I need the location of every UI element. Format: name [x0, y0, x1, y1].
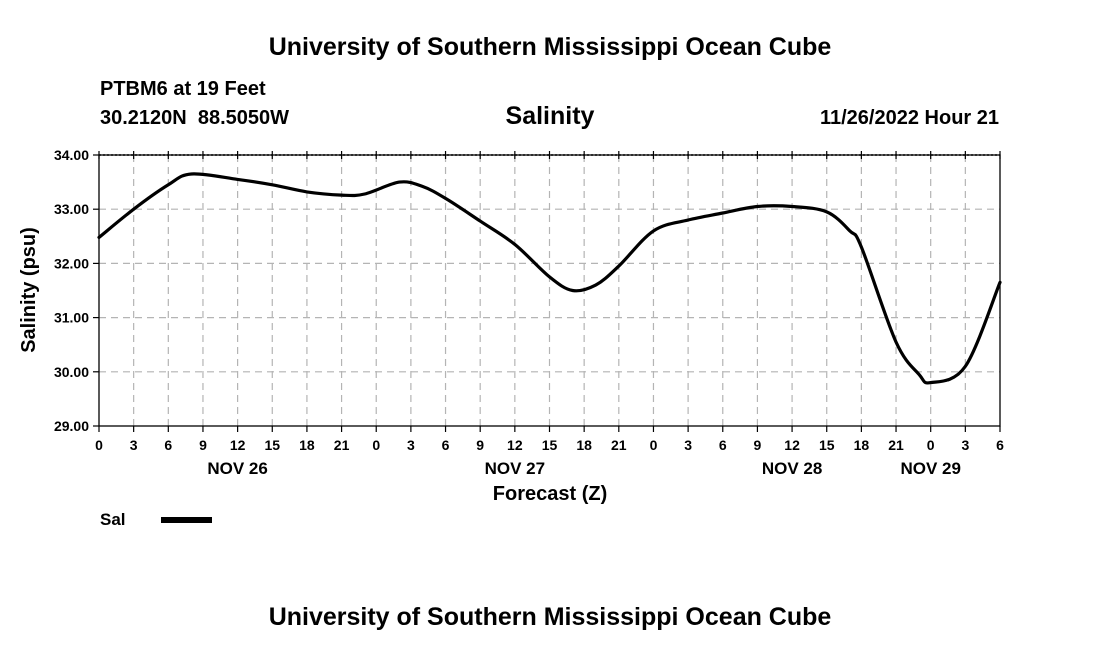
x-tick-label: 12	[230, 437, 246, 453]
x-axis-ticks: 0 3 6 9 12 15 18 21 0 3 6 9 12 15 18 21 0 3 6 9 12 15 18 21 0 3 6	[95, 151, 1004, 453]
grid	[99, 155, 1000, 426]
x-day-label: NOV 28	[762, 459, 822, 478]
plot-area-frame	[98, 154, 1001, 427]
y-axis-label: Salinity (psu)	[18, 227, 40, 353]
chart-subtitle: Salinity	[506, 102, 595, 130]
x-axis-label: Forecast (Z)	[493, 483, 607, 505]
x-tick-label: 0	[372, 437, 380, 453]
station-label: PTBM6 at 19 Feet	[100, 78, 266, 100]
x-tick-label: 3	[684, 437, 692, 453]
x-tick-label: 18	[854, 437, 870, 453]
y-tick-label: 33.00	[54, 201, 89, 217]
x-tick-label: 0	[650, 437, 658, 453]
x-day-label: NOV 29	[900, 459, 960, 478]
x-tick-label: 6	[164, 437, 172, 453]
x-tick-label: 15	[819, 437, 835, 453]
x-tick-label: 3	[130, 437, 138, 453]
x-day-label: NOV 26	[207, 459, 267, 478]
x-tick-label: 3	[407, 437, 415, 453]
x-tick-label: 21	[334, 437, 350, 453]
x-tick-label: 12	[784, 437, 800, 453]
x-tick-label: 6	[442, 437, 450, 453]
y-tick-label: 31.00	[54, 310, 89, 326]
series-line-sal	[97, 172, 1002, 385]
x-tick-label: 15	[264, 437, 280, 453]
x-tick-label: 18	[576, 437, 592, 453]
y-tick-label: 34.00	[54, 147, 89, 163]
y-tick-label: 30.00	[54, 364, 89, 380]
y-axis-ticks: 29.00 30.00 31.00 32.00 33.00 34.00	[54, 147, 99, 434]
x-tick-label: 18	[299, 437, 315, 453]
y-tick-label: 32.00	[54, 255, 89, 271]
x-tick-label: 6	[719, 437, 727, 453]
forecast-timestamp: 11/26/2022 Hour 21	[820, 107, 999, 129]
station-coords: 30.2120N 88.5050W	[100, 107, 289, 129]
x-tick-label: 6	[996, 437, 1004, 453]
x-day-label: NOV 27	[485, 459, 545, 478]
x-tick-label: 9	[754, 437, 762, 453]
footer-title: University of Southern Mississippi Ocean…	[269, 603, 832, 631]
x-tick-label: 15	[542, 437, 558, 453]
x-tick-label: 9	[476, 437, 484, 453]
x-tick-label: 21	[888, 437, 904, 453]
y-tick-label: 29.00	[54, 418, 89, 434]
x-tick-label: 0	[927, 437, 935, 453]
chart-title: University of Southern Mississippi Ocean…	[269, 33, 832, 61]
x-tick-label: 0	[95, 437, 103, 453]
x-tick-label: 9	[199, 437, 207, 453]
x-tick-label: 21	[611, 437, 627, 453]
legend-label-sal: Sal	[100, 510, 126, 529]
x-axis-day-labels: NOV 26 NOV 27 NOV 28 NOV 29	[207, 459, 961, 478]
x-tick-label: 3	[961, 437, 969, 453]
legend: Sal	[100, 510, 212, 529]
x-tick-label: 12	[507, 437, 523, 453]
